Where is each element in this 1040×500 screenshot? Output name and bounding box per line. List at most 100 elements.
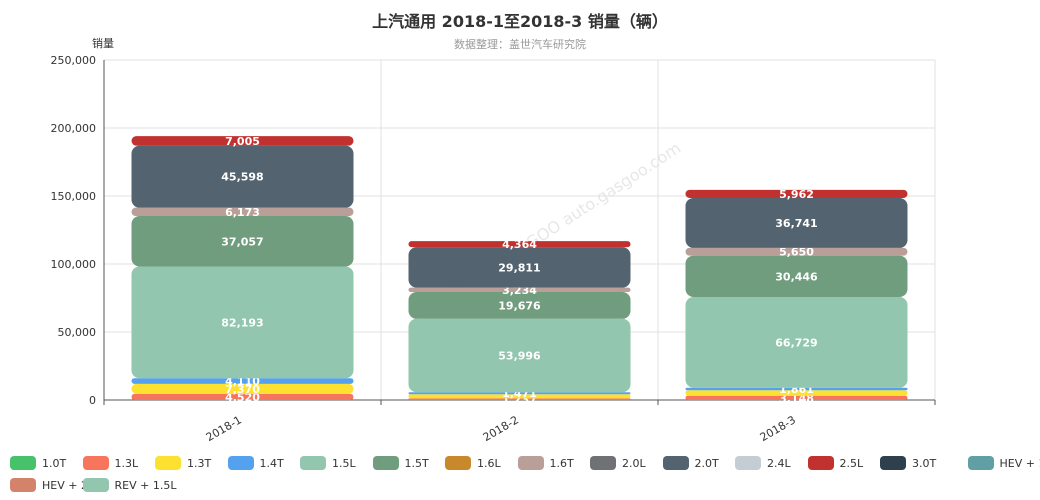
- data-label: 82,193: [221, 316, 263, 329]
- legend-swatch: [155, 456, 181, 470]
- legend-label: 1.6T: [549, 456, 574, 470]
- legend-item[interactable]: 1.5L: [300, 455, 356, 471]
- legend-swatch: [82, 478, 109, 492]
- bar-segment: [131, 266, 354, 379]
- y-tick-label: 250,000: [51, 54, 97, 67]
- legend-swatch: [967, 456, 994, 470]
- legend-label: HEV + 1.8L: [999, 456, 1040, 470]
- data-label: 53,996: [498, 350, 541, 363]
- legend-item[interactable]: 1.3L: [82, 455, 139, 471]
- legend-swatch: [10, 478, 36, 492]
- x-tick-label: 2018-3: [758, 413, 798, 444]
- legend-swatch: [517, 456, 544, 470]
- legend-label: 3.0T: [912, 456, 937, 470]
- legend-item[interactable]: 2.5L: [807, 455, 864, 471]
- legend-item[interactable]: HEV + 1.8L: [967, 455, 1040, 471]
- bar-segment: [131, 207, 354, 217]
- legend-item[interactable]: 1.6L: [445, 455, 501, 471]
- bar-segment: [408, 247, 631, 288]
- bar-segment: [408, 394, 631, 399]
- legend-item[interactable]: 1.6T: [517, 455, 574, 471]
- legend-swatch: [590, 456, 616, 470]
- x-tick-label: 2018-2: [481, 413, 521, 444]
- legend-label: 2.0T: [694, 456, 719, 470]
- bar-segment: [685, 387, 908, 391]
- legend-label: 2.4L: [767, 456, 791, 470]
- legend-label: 1.4T: [259, 456, 284, 470]
- data-label: 29,811: [498, 261, 540, 274]
- data-label: 45,598: [221, 171, 263, 184]
- data-label: 37,057: [221, 235, 263, 248]
- data-label: 7,005: [225, 135, 260, 148]
- legend-item[interactable]: 1.5T: [372, 455, 429, 471]
- data-label: 4,520: [225, 391, 260, 404]
- legend-swatch: [372, 456, 399, 470]
- data-label: 30,446: [775, 270, 818, 283]
- bar-segment: [685, 189, 908, 198]
- legend-label: 1.5T: [404, 456, 429, 470]
- bar-segment: [408, 318, 631, 393]
- legend-item[interactable]: 2.4L: [735, 455, 791, 471]
- legend-item[interactable]: 2.0T: [662, 455, 719, 471]
- legend-swatch: [82, 456, 109, 470]
- legend-label: 2.5L: [839, 456, 864, 470]
- bar-segment: [685, 390, 908, 396]
- y-tick-label: 200,000: [51, 122, 97, 135]
- data-label: 19,676: [498, 299, 541, 312]
- legend-label: 1.6L: [477, 456, 501, 470]
- legend-label: 1.5L: [332, 456, 356, 470]
- bar-segment: [408, 292, 631, 319]
- legend-item[interactable]: 2.0L: [590, 455, 646, 471]
- bar-segment: [685, 395, 908, 400]
- bar-segment: [685, 296, 908, 388]
- data-label: 66,729: [775, 336, 817, 349]
- y-axis-label: 销量: [92, 37, 114, 50]
- legend-swatch: [880, 456, 906, 470]
- bar-segment: [131, 145, 354, 208]
- legend-swatch: [662, 456, 689, 470]
- legend-label: 2.0L: [622, 456, 646, 470]
- legend-item[interactable]: 1.0T: [10, 455, 66, 471]
- data-label: 36,741: [775, 217, 817, 230]
- bar-segment: [408, 241, 631, 248]
- chart-area: 0 50,000 100,000 150,000 200,000 250,000 4,520…: [51, 54, 936, 444]
- bar-segment: [131, 136, 354, 146]
- chart-title: 上汽通用 2018-1至2018-3 销量（辆）: [372, 12, 668, 31]
- bar-segment: [131, 393, 354, 400]
- legend-swatch: [735, 456, 761, 470]
- legend-label: 1.3L: [114, 456, 139, 470]
- data-label: 7,370: [225, 383, 260, 396]
- data-label: 4,364: [502, 238, 537, 251]
- bar-segment: [408, 287, 631, 293]
- y-tick-label: 0: [89, 394, 96, 407]
- bar-segment: [131, 383, 354, 394]
- data-label: 6,173: [225, 206, 260, 219]
- legend-swatch: [10, 456, 36, 470]
- y-tick-label: 50,000: [58, 326, 97, 339]
- bar-segment: [131, 378, 354, 384]
- data-label: 5,650: [779, 246, 814, 259]
- data-label: 4,110: [225, 375, 260, 388]
- y-tick-label: 150,000: [51, 190, 97, 203]
- chart-subtitle: 数据整理：盖世汽车研究院: [454, 38, 586, 51]
- bar-segment: [408, 398, 631, 400]
- bar-segment: [685, 197, 908, 248]
- bar-segment: [685, 247, 908, 256]
- legend-swatch: [445, 456, 471, 470]
- legend-label: REV + 1.5L: [114, 478, 177, 492]
- bar-segment: [131, 216, 354, 267]
- legend-label: 1.3T: [187, 456, 212, 470]
- x-tick-label: 2018-1: [204, 413, 244, 444]
- legend-swatch: [227, 456, 254, 470]
- data-label: 5,962: [779, 188, 814, 201]
- y-tick-label: 100,000: [51, 258, 97, 271]
- legend-swatch: [300, 456, 326, 470]
- legend-item[interactable]: REV + 1.5L: [82, 477, 177, 493]
- legend-item[interactable]: 1.3T: [155, 455, 211, 471]
- bar-segment: [685, 255, 908, 297]
- legend-item[interactable]: 3.0T: [880, 455, 936, 471]
- legend-swatch: [807, 456, 834, 470]
- legend-label: 1.0T: [42, 456, 67, 470]
- bar-segment: [408, 392, 631, 395]
- legend-item[interactable]: 1.4T: [227, 455, 284, 471]
